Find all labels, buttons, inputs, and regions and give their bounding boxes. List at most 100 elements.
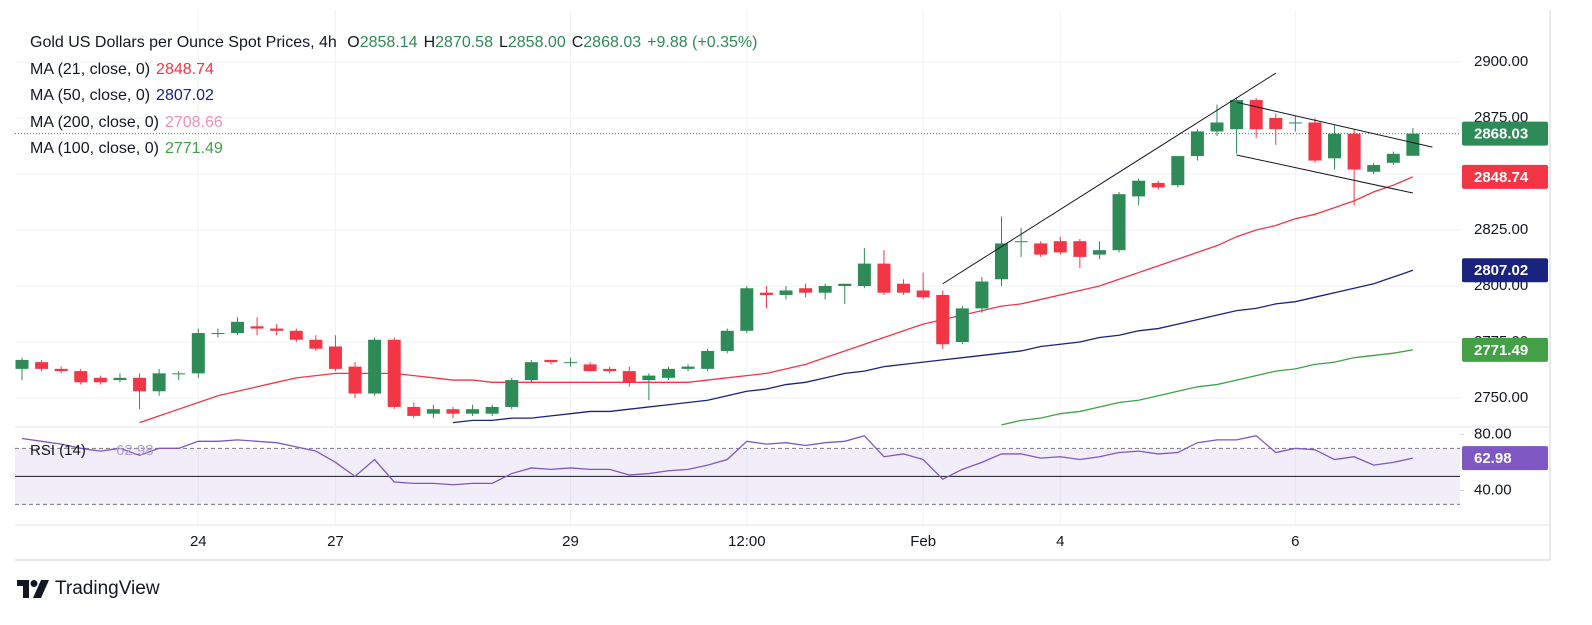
candle-body (368, 339, 382, 394)
symbol-row: Gold US Dollars per Ounce Spot Prices, 4… (30, 30, 757, 57)
ma-value: 2708.66 (164, 113, 223, 131)
trendline (942, 72, 1277, 285)
brand-logo (17, 580, 49, 598)
ohlc-value: 2868.03 (583, 34, 642, 51)
candle-body (857, 263, 871, 286)
ohlc-key: C (571, 34, 584, 51)
brand-name: TradingView (55, 578, 160, 599)
candle-body (603, 368, 617, 372)
rsi-value: 62.98 (116, 442, 154, 459)
candle-body (564, 362, 578, 364)
candle-body (1132, 180, 1146, 197)
candle-body (779, 290, 793, 295)
x-tick-label: 27 (327, 533, 344, 550)
candle-body (446, 409, 460, 414)
candle-body (172, 373, 186, 375)
candle-body (720, 330, 734, 351)
price-badge-label: 62.98 (1474, 450, 1512, 467)
ohlc-value: 2858.14 (359, 34, 418, 51)
candle-body (995, 243, 1008, 280)
ma-value: 2807.02 (156, 87, 214, 104)
candle-body (1014, 241, 1028, 243)
x-tick-label: 6 (1291, 533, 1299, 550)
price-badge (1462, 121, 1548, 146)
candle-body (1230, 100, 1244, 130)
candle-body (740, 288, 754, 331)
ma-name: MA (100, close, 0) (30, 140, 159, 157)
candle-body (466, 409, 480, 414)
price-badge-label: 2848.74 (1474, 169, 1529, 186)
candle-body (544, 359, 558, 363)
y-tick-label: 2900.00 (1474, 53, 1528, 70)
candle-body (1053, 241, 1067, 253)
ma-value: 2848.74 (156, 60, 214, 78)
candle-body (133, 377, 147, 392)
ma-line (139, 176, 1414, 424)
candle-body (955, 308, 969, 342)
candle-body (1249, 100, 1263, 130)
candle-body (661, 368, 675, 378)
candle-body (1367, 165, 1381, 172)
candle-body (818, 285, 832, 293)
candle-body (328, 346, 342, 369)
candle-body (407, 406, 421, 416)
candle-body (191, 333, 205, 374)
legend: Gold US Dollars per Ounce Spot Prices, 4… (30, 30, 757, 163)
candle-body (622, 371, 636, 383)
ohlc-key: H (423, 34, 436, 51)
price-badge-label: 2868.03 (1474, 126, 1528, 143)
ma-value: 2771.49 (164, 140, 223, 157)
y-tick-label: 2750.00 (1474, 389, 1528, 406)
rsi-line (21, 434, 1414, 486)
ma-line (452, 269, 1414, 424)
price-badge (1462, 258, 1548, 283)
trendline (1236, 101, 1433, 148)
candle-body (93, 377, 107, 383)
candle-body (1406, 133, 1420, 156)
ma-legend-row: MA (21, close, 0) 2848.74 (30, 57, 757, 84)
rsi-name: RSI (14) (30, 442, 86, 459)
price-badge (1462, 337, 1548, 362)
candle-body (309, 339, 323, 349)
x-tick-label: 4 (1056, 533, 1064, 550)
candle-body (1269, 117, 1283, 130)
candle-body (270, 328, 284, 331)
ma-legend-row: MA (200, close, 0) 2708.66 (30, 110, 757, 137)
candle-body (1034, 243, 1048, 255)
candle-body (289, 330, 303, 340)
candle-body (642, 375, 656, 381)
candle-body (348, 366, 362, 394)
candle-body (387, 339, 401, 407)
ma-name: MA (21, close, 0) (30, 60, 151, 78)
candle-body (1190, 131, 1204, 157)
candle-body (505, 380, 519, 407)
candle-body (759, 292, 773, 295)
symbol-title: Gold US Dollars per Ounce Spot Prices, 4… (30, 34, 337, 51)
candle-body (230, 321, 244, 334)
rsi-tick-label: 40.00 (1474, 481, 1512, 498)
ma-legend-row: MA (50, close, 0) 2807.02 (30, 83, 757, 110)
candle-body (1092, 250, 1106, 255)
ma-line (1001, 349, 1413, 426)
candle-body (74, 371, 88, 383)
trendline (1236, 154, 1413, 194)
y-tick-label: 2825.00 (1474, 221, 1528, 238)
candle-body (1073, 241, 1087, 257)
x-tick-label: 24 (190, 533, 207, 550)
candle-body (35, 362, 49, 369)
ma-name: MA (200, close, 0) (30, 113, 159, 131)
brand: TradingView (17, 578, 160, 600)
candle-body (1328, 133, 1342, 159)
candle-body (211, 333, 225, 335)
candle-body (113, 377, 127, 381)
candle-body (897, 283, 911, 293)
change: +9.88 (+0.35%) (647, 34, 758, 51)
x-tick-label: 12:00 (728, 533, 766, 550)
rsi-tick-label: 80.00 (1474, 425, 1512, 442)
candle-body (701, 350, 715, 369)
ohlc-value: 2858.00 (507, 34, 566, 51)
candle-body (1151, 182, 1165, 188)
candle-body (1308, 122, 1322, 161)
x-tick-label: 29 (562, 533, 579, 550)
